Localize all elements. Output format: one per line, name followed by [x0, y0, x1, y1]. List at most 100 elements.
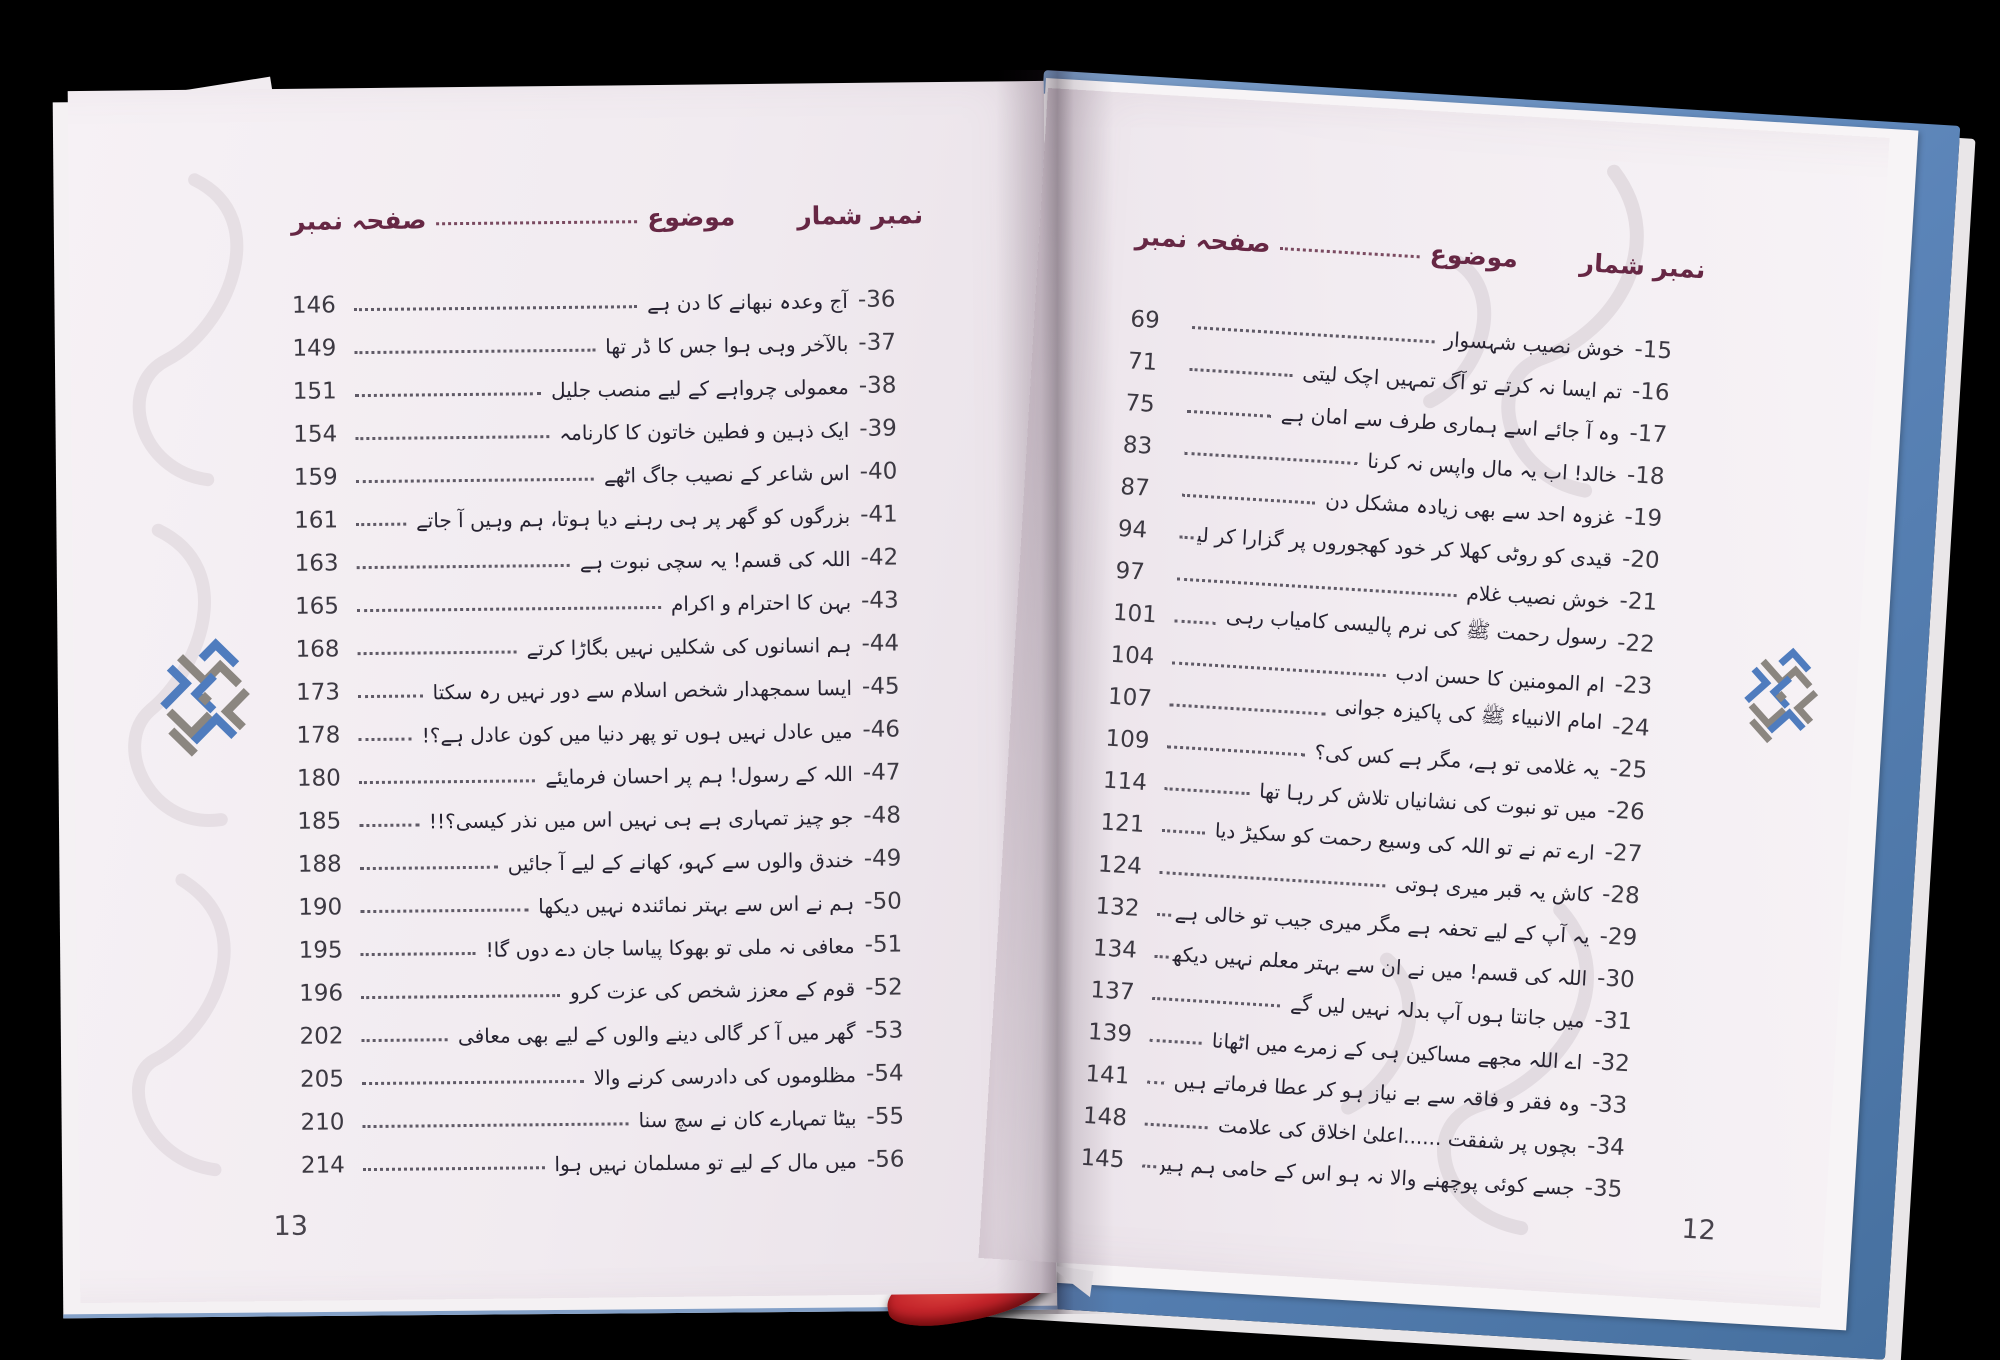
entry-page-number: 137: [1089, 977, 1136, 1006]
entry-page-number: 87: [1119, 474, 1151, 502]
entry-page-number: 190: [298, 894, 343, 921]
entry-page-number: 196: [299, 980, 344, 1007]
left-page-content: نمبر شمار موضوع صفحہ نمبر -36 آج وعدہ نب…: [68, 81, 1057, 1303]
entry-title-urdu: اس شاعر کے نصیب جاگ اٹھے: [603, 460, 850, 488]
dot-leader: [1157, 912, 1172, 917]
toc-header: نمبر شمار موضوع صفحہ نمبر: [291, 200, 923, 236]
entry-serial-number: -40: [859, 458, 898, 485]
toc-entry-row: -51 معافی نہ ملی تو بھوکا پیاسا جان دے د…: [298, 916, 930, 966]
toc-header: نمبر شمار موضوع صفحہ نمبر: [1135, 221, 1707, 284]
entry-serial-number: -17: [1628, 420, 1668, 449]
header-page-label: صفحہ نمبر: [290, 205, 427, 236]
entry-serial-number: -31: [1593, 1007, 1633, 1036]
dot-leader: [1164, 787, 1250, 796]
entry-serial-number: -45: [861, 673, 900, 700]
dot-leader: [1174, 619, 1216, 625]
entry-serial-number: -55: [866, 1103, 905, 1130]
toc-entry-row: -54 مظلوموں کی دادرسی کرنے والا 205: [300, 1045, 932, 1095]
entry-serial-number: -19: [1623, 503, 1663, 533]
entry-serial-number: -35: [1583, 1174, 1624, 1203]
dot-leader: [359, 823, 420, 828]
entry-title-urdu: اللہ کی قسم! یہ سچی نبوت ہے: [579, 546, 851, 574]
entry-page-number: 165: [294, 593, 340, 620]
entry-page-number: 75: [1124, 390, 1156, 418]
entry-page-number: 83: [1122, 432, 1153, 460]
entry-page-number: 202: [299, 1023, 344, 1050]
dot-leader: [361, 994, 561, 1000]
dot-leader: [354, 392, 542, 398]
entry-serial-number: -56: [866, 1146, 905, 1173]
toc-entry-row: -53 گھر میں آ کر گالی دینے والوں کے لیے …: [299, 1002, 931, 1052]
entry-page-number: 107: [1107, 683, 1153, 713]
entry-title-urdu: گھر میں آ کر گالی دینے والوں کے لیے بھی …: [457, 1019, 856, 1049]
entry-title-urdu: ایک ذہین و فطین خاتون کا کارنامہ: [559, 417, 850, 446]
entry-page-number: 104: [1109, 641, 1156, 671]
entry-title-urdu: جو چیز تمہاری ہے ہی نہیں اس میں نذر کیسی…: [428, 804, 854, 834]
dot-leader: [355, 477, 594, 484]
entry-page-number: 178: [296, 722, 341, 749]
entry-page-number: 188: [297, 851, 342, 878]
entry-serial-number: -26: [1606, 797, 1646, 826]
entry-page-number: 168: [295, 636, 340, 663]
left-page: نمبر شمار موضوع صفحہ نمبر -36 آج وعدہ نب…: [67, 80, 1057, 1304]
dot-leader: [358, 694, 423, 699]
entry-title-urdu: معمولی چرواہے کے لیے منصب جلیل: [550, 374, 849, 403]
entry-serial-number: -27: [1603, 839, 1643, 868]
entry-serial-number: -32: [1591, 1049, 1631, 1078]
dot-leader: [361, 1038, 449, 1043]
right-page-content: نمبر شمار موضوع صفحہ نمبر -15 خوش نصیب ش…: [978, 88, 1889, 1308]
toc-entry-row: -56 میں مال کے لیے تو مسلمان نہیں ہوا 21…: [301, 1131, 933, 1181]
dot-leader: [362, 1166, 545, 1172]
header-page-label: صفحہ نمبر: [1134, 221, 1272, 259]
entry-title-urdu: ہم انسانوں کی شکلیں نہیں بگاڑا کرتے: [526, 632, 852, 661]
entry-serial-number: -52: [864, 974, 903, 1001]
entry-serial-number: -51: [864, 931, 903, 958]
entry-serial-number: -47: [862, 759, 901, 786]
toc-entry-row: -45 ایسا سمجھدار شخص اسلام سے دور نہیں ر…: [296, 658, 928, 708]
header-topic-label: موضوع: [647, 202, 736, 233]
header-serial-label: نمبر شمار: [797, 200, 924, 231]
dot-leader: [1154, 954, 1169, 959]
toc-entry-row: -52 قوم کے معزز شخص کی عزت کرو 196: [299, 959, 931, 1009]
entry-title-urdu: بزرگوں کو گھر پر ہی رہنے دیا ہوتا، ہم وہ…: [415, 503, 851, 533]
dot-leader: [1152, 996, 1281, 1008]
toc-entry-row: -50 ہم نے اس سے بہتر نمائندہ نہیں دیکھا …: [298, 873, 930, 923]
dot-leader: [1186, 409, 1272, 418]
entry-page-number: 141: [1084, 1060, 1131, 1090]
toc-entry-row: -41 بزرگوں کو گھر پر ہی رہنے دیا ہوتا، ہ…: [294, 486, 926, 536]
toc-entry-row: -46 میں عادل نہیں ہوں تو پھر دنیا میں کو…: [296, 701, 928, 751]
dot-leader: [1147, 1080, 1164, 1085]
entry-page-number: 148: [1082, 1102, 1128, 1132]
entry-page-number: 205: [299, 1066, 345, 1093]
entry-title-urdu: میں مال کے لیے تو مسلمان نہیں ہوا: [554, 1148, 858, 1177]
entry-title-urdu: ایسا سمجھدار شخص اسلام سے دور نہیں رہ سک…: [432, 675, 853, 705]
dot-leader: [1167, 745, 1305, 757]
dot-leader: [1169, 703, 1325, 716]
entry-serial-number: -22: [1616, 629, 1656, 658]
dot-leader: [362, 1122, 629, 1129]
entry-serial-number: -43: [860, 587, 899, 614]
entry-page-number: 94: [1117, 515, 1148, 544]
entry-title-urdu: اللہ کے رسول! ہم پر احسان فرمایئے: [545, 761, 853, 790]
kufic-calligraphy-emblem: [143, 637, 266, 760]
folio-page-number: 13: [273, 1210, 309, 1243]
entry-title-urdu: جسے کوئی پوچھنے والا نہ ہو اس کے حامی ہم…: [1159, 1151, 1576, 1201]
header-dot-leader: [436, 220, 638, 226]
entry-page-number: 109: [1104, 725, 1151, 755]
entry-page-number: 132: [1094, 893, 1141, 922]
dot-leader: [358, 779, 536, 785]
toc-list-right: -15 خوش نصیب شہسوار 69 -16 تم ایسا نہ کر…: [1080, 292, 1702, 1206]
entry-serial-number: -33: [1588, 1090, 1628, 1120]
dot-leader: [355, 435, 550, 441]
entry-page-number: 185: [297, 808, 342, 835]
dot-leader: [1189, 367, 1293, 377]
toc-entry-row: -38 معمولی چرواہے کے لیے منصب جلیل 151: [293, 357, 925, 407]
entry-page-number: 121: [1099, 809, 1146, 838]
entry-page-number: 195: [298, 937, 343, 964]
folio-page-number: 12: [1680, 1213, 1717, 1247]
dot-leader: [1179, 535, 1194, 540]
dot-leader: [354, 348, 596, 355]
dot-leader: [1184, 451, 1358, 466]
entry-serial-number: -23: [1613, 671, 1653, 700]
